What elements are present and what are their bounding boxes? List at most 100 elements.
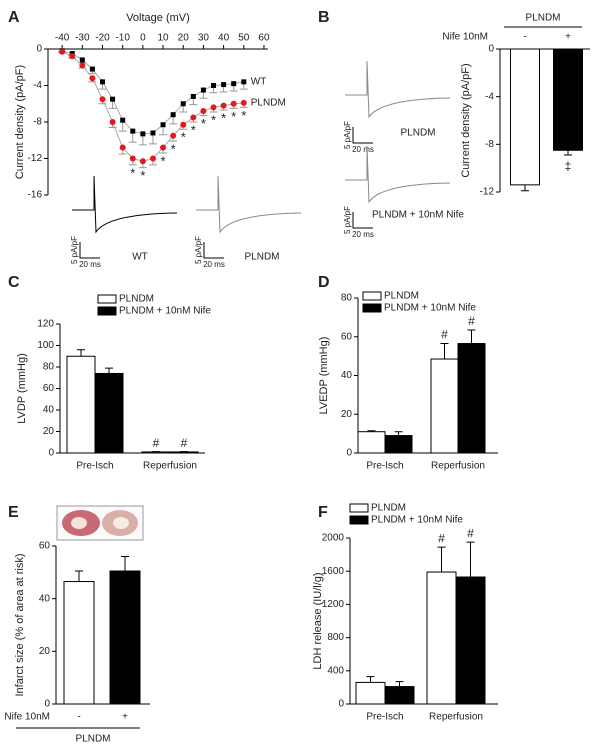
error-bar [121,556,129,572]
point [110,96,116,102]
current-trace [196,175,302,234]
point [231,81,237,87]
annotation: # [438,531,445,545]
x-tick-label: 50 [238,33,250,44]
point [130,128,136,134]
point [59,48,66,55]
scale-label: 5 pA/pF [343,121,352,149]
bar [357,431,386,454]
point [210,104,217,111]
bar [426,571,457,705]
annotation: * [181,130,186,145]
y-tick-label: 0 [346,448,352,459]
y-tick-label: 0 [48,448,54,459]
scale-label: 20 ms [352,230,374,239]
y-tick-label: 1200 [322,599,345,610]
legend-swatch [349,503,369,513]
y-tick-label: 80 [341,293,353,304]
x-tick-label: 30 [198,33,210,44]
annotation: * [201,116,206,131]
error-bar [521,184,529,192]
heart-slice-lumen [113,517,129,529]
panel-letter: C [8,274,20,291]
point [140,131,146,137]
annotation: * [221,111,226,126]
error-bar [395,681,404,687]
annotation: * [231,109,236,124]
category-label: Reperfusion [431,461,485,472]
y-tick-label: 20 [39,646,51,657]
point [221,82,227,88]
category-label: Pre-Isch [366,461,403,472]
annotation: * [130,165,135,180]
bar [169,451,199,454]
point [120,117,126,123]
trace-label: WT [132,252,148,263]
series-label: WT [251,76,267,87]
annotation: * [161,153,166,168]
panel-letter: B [318,9,330,26]
annotation: # [468,314,475,328]
trace-label: PLNDM + 10nM Nife [372,210,464,221]
y-tick-label: 0 [488,44,494,55]
category-label: - [523,32,526,43]
y-tick-label: 20 [341,409,353,420]
annotation: * [171,142,176,157]
y-tick-label: 40 [43,405,55,416]
x-tick-label: 40 [218,33,230,44]
point [240,99,247,106]
panel-letter: D [318,274,330,291]
y-tick-label: 0 [338,699,344,710]
error-bar [440,343,449,360]
y-tick-label: -4 [485,91,494,102]
series-label: PLNDM [251,97,286,108]
legend-label: PLNDM + 10nM Nife [384,303,476,314]
scale-label: 20 ms [203,260,225,269]
bar [66,355,96,454]
point [69,53,76,60]
y-axis-label: LDH release (IU/l/g) [312,572,324,669]
x-tick-label: 0 [140,33,146,44]
point [241,79,247,85]
y-axis-label: Current density (pA/pF) [460,63,472,177]
point [160,144,167,151]
annotation: * [211,112,216,127]
x-tick-label: -20 [95,33,110,44]
annotation: * [191,122,196,137]
header: PLNDM [525,13,560,24]
scale-label: 20 ms [352,145,374,154]
y-tick-label: 20 [43,426,55,437]
y-tick-label: 60 [39,541,51,552]
category-label: + [122,712,128,723]
y-axis-label: Infarct size (% of area at risk) [14,553,26,696]
annotation: # [181,436,188,450]
y-axis-label: Current density (pA/pF) [14,65,26,179]
bar [109,570,141,705]
point [89,75,96,82]
point [200,87,206,93]
legend-swatch [97,306,117,316]
category-label: Pre-Isch [366,712,403,723]
legend-label: PLNDM [371,503,406,514]
point [160,122,166,128]
annotation: # [153,436,160,450]
error-bar [467,329,476,344]
point [230,100,237,107]
trace-label: PLNDM [400,128,435,139]
y-tick-label: 2000 [322,533,345,544]
bar [510,48,540,186]
bar [430,358,459,454]
bar [141,451,171,454]
point [79,57,85,63]
x-tick-label: 20 [178,33,190,44]
bar [455,576,486,705]
point [119,144,126,151]
error-bar [564,150,572,156]
bar [94,372,124,454]
y-tick-label: 1600 [322,566,345,577]
panel-letter: F [318,504,328,521]
y-tick-label: 60 [43,383,55,394]
point [200,108,207,115]
category-label: + [565,32,571,43]
footer: PLNDM [75,734,110,745]
